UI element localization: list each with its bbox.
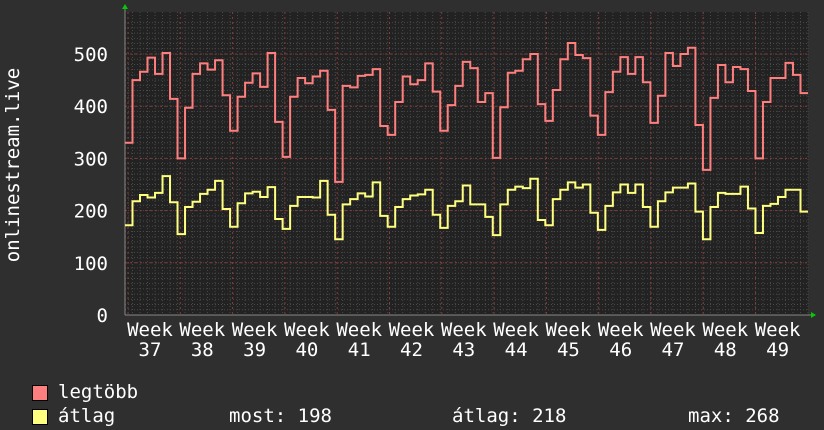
x-tick-label-line: Week: [336, 319, 382, 341]
x-tick-label: Week 48: [702, 319, 748, 361]
x-tick-label-line: Week: [650, 319, 696, 341]
x-tick-label-line: 43: [452, 339, 475, 361]
x-tick-label: Week 38: [179, 319, 225, 361]
x-tick-label-line: Week: [598, 319, 644, 341]
x-tick-label-line: Week: [232, 319, 278, 341]
x-tick-label: Week 40: [284, 319, 330, 361]
x-tick-label-line: 47: [662, 339, 685, 361]
x-tick-label-line: 40: [295, 339, 318, 361]
y-tick-label: 400: [74, 96, 108, 118]
series-line-avg: [125, 175, 808, 241]
legend-label-avg: átlag: [58, 405, 116, 427]
stat-current: most: 198: [229, 405, 332, 427]
x-tick-label: Week 39: [232, 319, 278, 361]
x-tick-label-line: 38: [191, 339, 214, 361]
stat-max: max: 268: [688, 405, 780, 427]
y-tick-label: 0: [97, 305, 108, 327]
x-tick-label: Week 45: [546, 319, 592, 361]
x-axis-arrow-icon: [811, 312, 816, 318]
x-tick-label: Week 46: [598, 319, 644, 361]
y-tick-label: 300: [74, 148, 108, 170]
x-tick-label-line: Week: [755, 319, 801, 341]
x-tick-label-line: 42: [400, 339, 423, 361]
y-tick-label: 100: [74, 253, 108, 275]
y-axis-label: onlinestream.live: [2, 68, 24, 262]
stat-average: átlag: 218: [452, 405, 567, 427]
x-tick-label-line: Week: [179, 319, 225, 341]
x-tick-label-line: Week: [702, 319, 748, 341]
x-tick-label-line: 41: [348, 339, 371, 361]
series-line-max: [125, 42, 808, 183]
x-tick-label-line: 45: [557, 339, 580, 361]
x-tick-label: Week 49: [755, 319, 801, 361]
x-tick-label: Week 47: [650, 319, 696, 361]
x-tick-label-line: Week: [389, 319, 435, 341]
x-tick-label-line: 48: [714, 339, 737, 361]
y-tick-label: 500: [74, 44, 108, 66]
x-tick-label: Week 43: [441, 319, 487, 361]
x-tick-label: Week 44: [493, 319, 539, 361]
legend-label-max: legtöbb: [58, 381, 139, 403]
x-tick-label: Week 41: [336, 319, 382, 361]
x-tick-label-line: Week: [284, 319, 330, 341]
y-axis-arrow-icon: [122, 4, 128, 9]
x-tick-label-line: 37: [139, 339, 162, 361]
x-tick-label-line: 46: [609, 339, 632, 361]
x-tick-label-line: Week: [441, 319, 487, 341]
x-tick-label-line: 39: [243, 339, 266, 361]
x-tick-label-line: 44: [505, 339, 528, 361]
x-tick-label-line: Week: [493, 319, 539, 341]
x-tick-label: Week 42: [389, 319, 435, 361]
x-tick-label-line: 49: [766, 339, 789, 361]
legend-swatch-max: [32, 385, 48, 401]
x-tick-label: Week 37: [127, 319, 173, 361]
x-tick-label-line: Week: [546, 319, 592, 341]
legend-swatch-avg: [32, 409, 48, 425]
x-tick-label-line: Week: [127, 319, 173, 341]
y-tick-label: 200: [74, 201, 108, 223]
